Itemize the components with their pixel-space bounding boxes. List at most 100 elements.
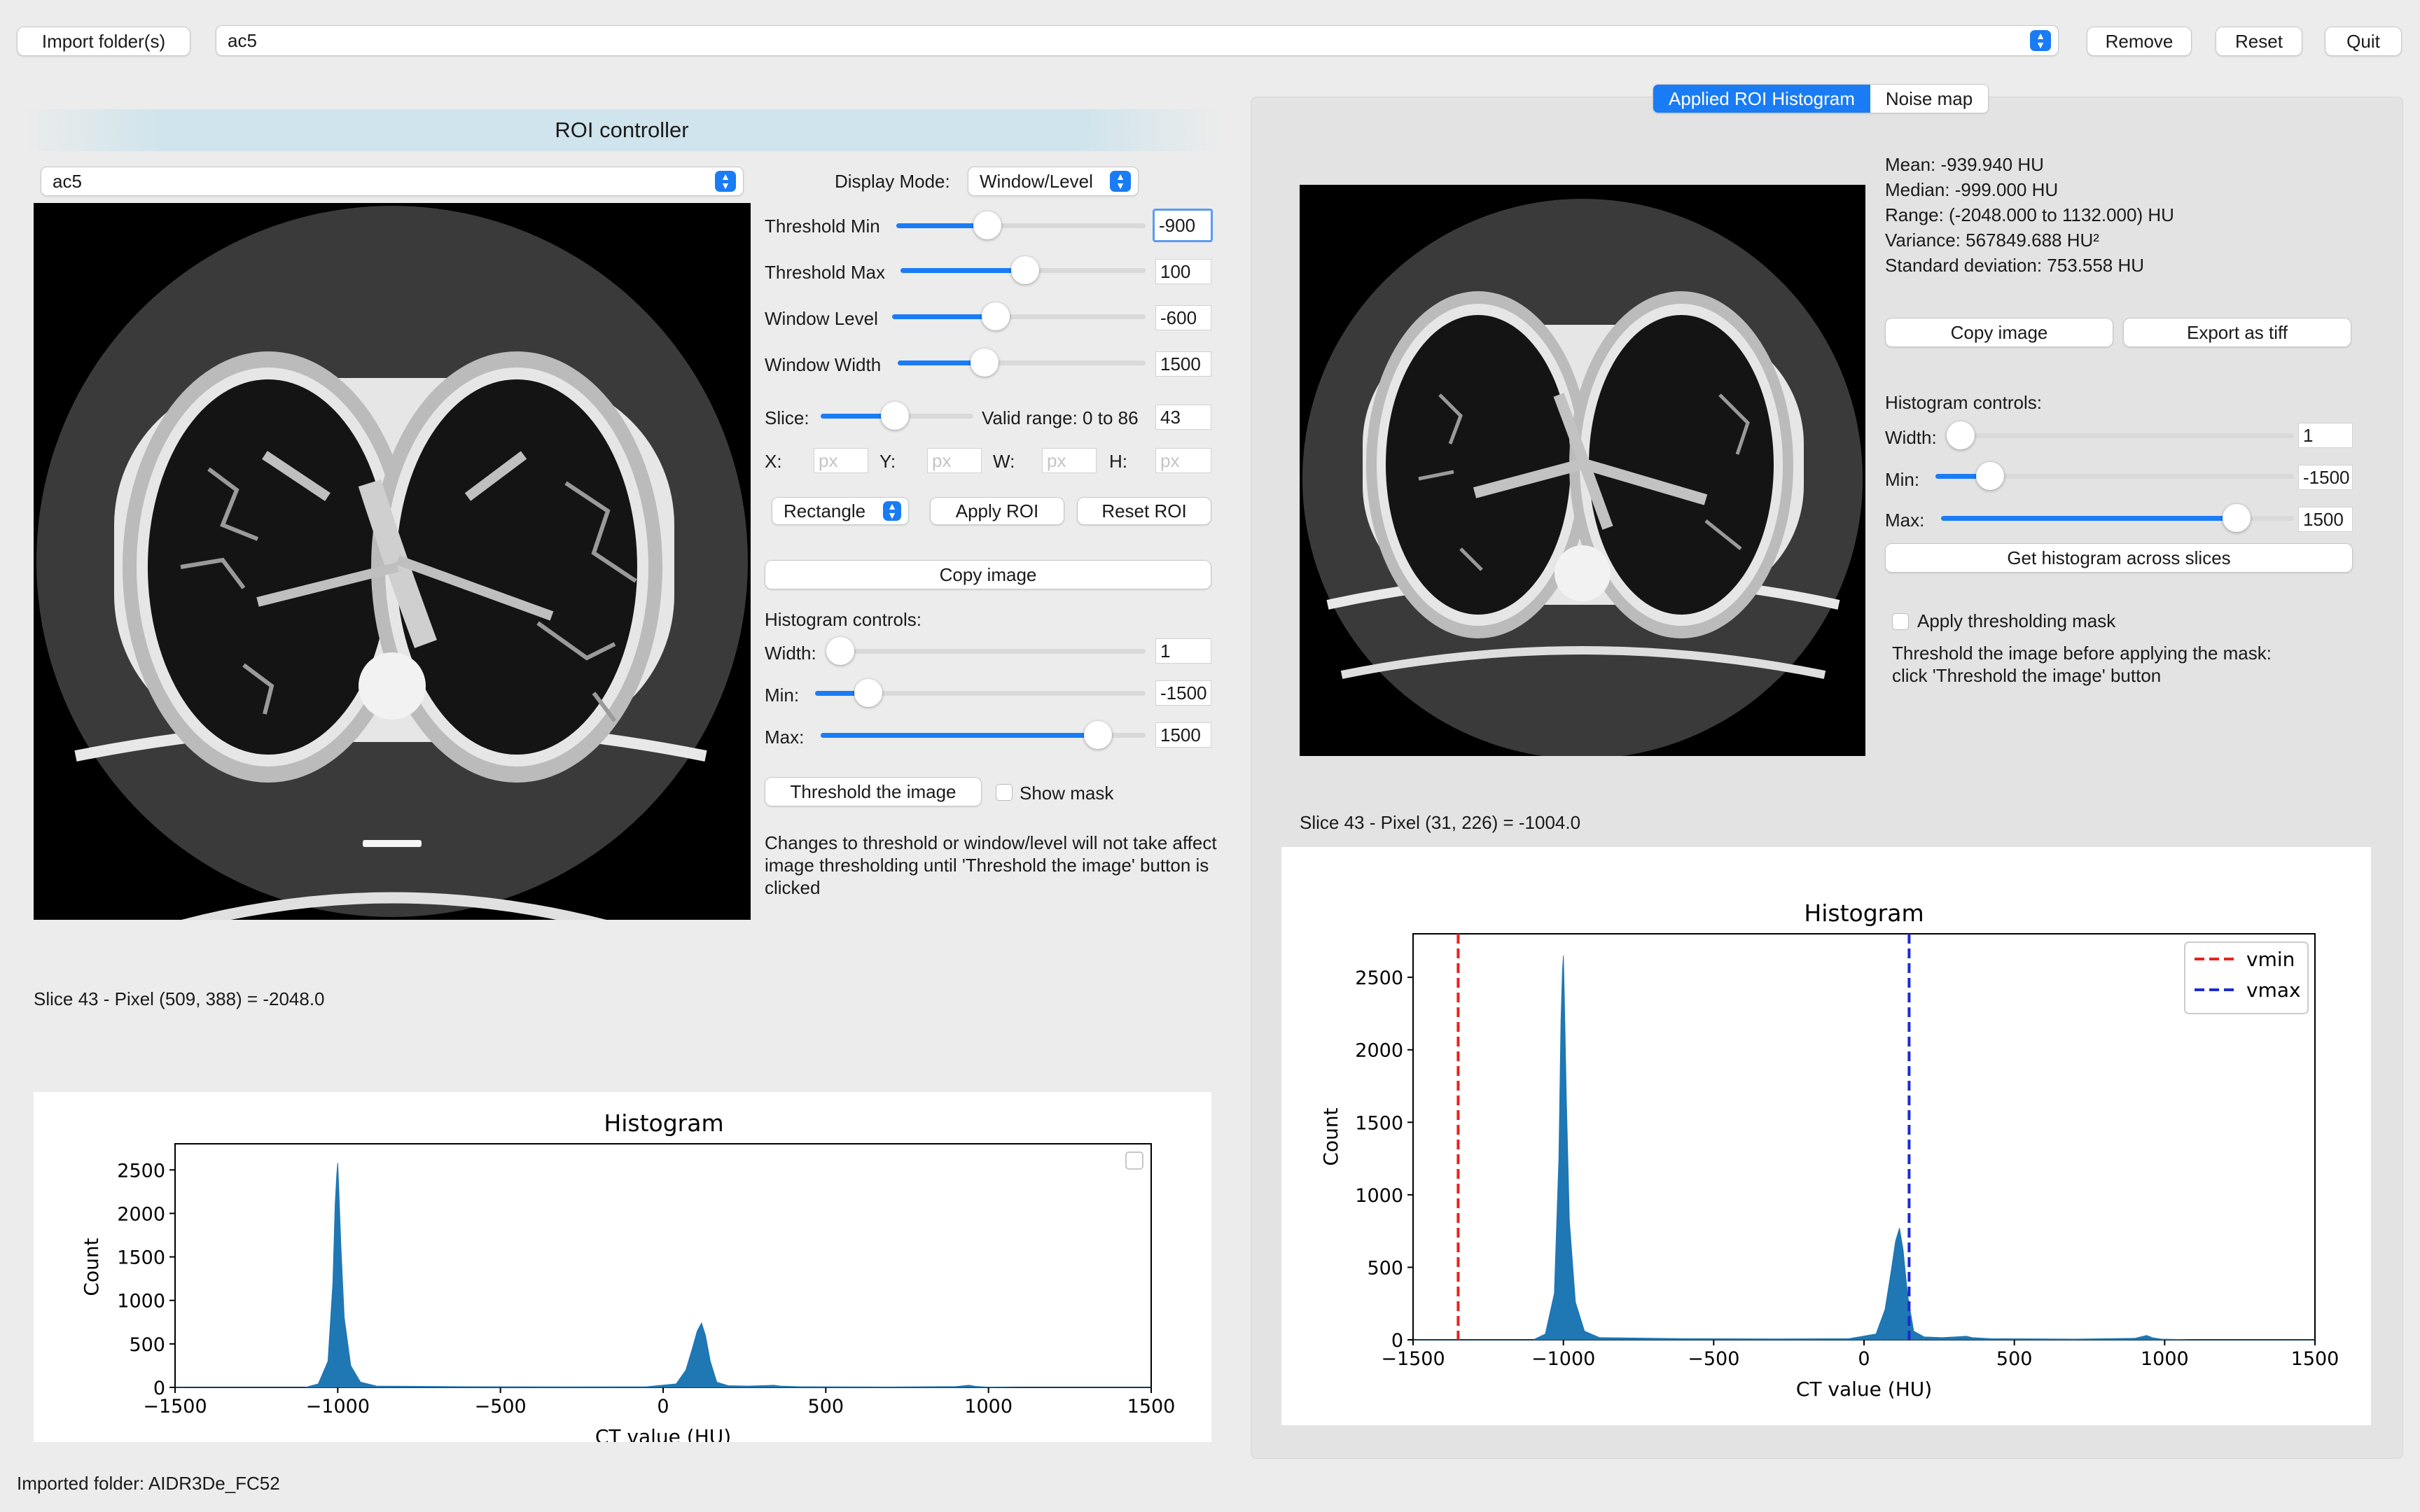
quit-button[interactable]: Quit bbox=[2325, 27, 2402, 56]
roi-h-label: H: bbox=[1109, 451, 1127, 472]
window-width-input[interactable]: 1500 bbox=[1155, 351, 1211, 377]
threshold-min-label: Threshold Min bbox=[765, 216, 880, 237]
threshold-image-button[interactable]: Threshold the image bbox=[765, 777, 982, 806]
reset-button[interactable]: Reset bbox=[2216, 27, 2302, 56]
left-hist-x-tick-label: 1000 bbox=[964, 1396, 1013, 1418]
right-copy-image-button[interactable]: Copy image bbox=[1885, 318, 2113, 347]
right-hist-y-tick-label: 1000 bbox=[1355, 1185, 1403, 1207]
results-tabs: Applied ROI Histogram Noise map bbox=[1653, 84, 1989, 113]
slice-label: Slice: bbox=[765, 407, 809, 428]
chevron-updown-icon: ▲ ▼ bbox=[1110, 171, 1131, 192]
display-mode-label: Display Mode: bbox=[835, 171, 950, 192]
hist-max-slider[interactable] bbox=[821, 721, 1146, 749]
right-hist-x-tick-label: −1500 bbox=[1381, 1348, 1445, 1370]
left-hist-ylabel: Count bbox=[80, 1238, 103, 1296]
left-hist-legend-box bbox=[1125, 1152, 1143, 1170]
right-hist-ylabel: Count bbox=[1319, 1107, 1342, 1166]
window-width-label: Window Width bbox=[765, 354, 882, 375]
roi-w-label: W: bbox=[993, 451, 1015, 472]
left-hist-y-tick-label: 1500 bbox=[117, 1247, 165, 1269]
right-hist-y-tick-label: 0 bbox=[1391, 1330, 1403, 1352]
export-tiff-button[interactable]: Export as tiff bbox=[2123, 318, 2351, 347]
apply-roi-button[interactable]: Apply ROI bbox=[930, 497, 1064, 525]
window-width-slider[interactable] bbox=[898, 349, 1146, 377]
slice-input[interactable]: 43 bbox=[1155, 405, 1211, 430]
right-histogram-plot: Histogram −1500 −1000 −500 0 500 1000 1500 0 50… bbox=[1281, 847, 2371, 1425]
histogram-across-slices-button[interactable]: Get histogram across slices bbox=[1885, 543, 2353, 573]
roi-dataset-select[interactable]: ac5 ▲ ▼ bbox=[41, 167, 744, 196]
right-hist-width-slider[interactable] bbox=[1947, 421, 2294, 449]
apply-mask-checkbox[interactable] bbox=[1892, 613, 1909, 630]
right-hist-width-label: Width: bbox=[1885, 427, 1937, 448]
show-mask-checkbox[interactable] bbox=[996, 784, 1013, 801]
right-histogram-chart: Histogram −1500 −1000 −500 0 500 1000 1500 0 50… bbox=[1319, 899, 2339, 1401]
right-hist-y-tick-label: 1500 bbox=[1355, 1112, 1403, 1134]
roi-title: ROI controller bbox=[555, 118, 689, 142]
left-hist-y-tick-label: 0 bbox=[153, 1378, 165, 1399]
hist-width-input[interactable]: 1 bbox=[1155, 638, 1211, 664]
right-hist-x-tick-label: −500 bbox=[1688, 1348, 1739, 1370]
valid-range-text: Valid range: 0 to 86 bbox=[982, 407, 1139, 428]
roi-dataset-value: ac5 bbox=[53, 170, 82, 192]
roi-h-input[interactable]: px bbox=[1155, 448, 1211, 473]
import-folders-button[interactable]: Import folder(s) bbox=[17, 27, 190, 56]
right-hist-histogram-area bbox=[1413, 955, 2315, 1340]
threshold-max-slider[interactable] bbox=[900, 256, 1146, 284]
left-hist-x-tick-label: 0 bbox=[657, 1396, 669, 1418]
threshold-min-input[interactable]: -900 bbox=[1153, 209, 1213, 242]
hist-min-label: Min: bbox=[765, 685, 800, 706]
dataset-select[interactable]: ac5 ▲ ▼ bbox=[216, 25, 2059, 56]
reset-roi-button[interactable]: Reset ROI bbox=[1077, 497, 1211, 525]
right-hist-xlabel: CT value (HU) bbox=[1796, 1378, 1932, 1401]
left-hist-x-tick-label: 1500 bbox=[1127, 1396, 1176, 1418]
right-hist-x-tick-label: −1000 bbox=[1531, 1348, 1595, 1370]
ct-image-viewer[interactable] bbox=[34, 203, 751, 920]
right-hist-max-input[interactable]: 1500 bbox=[2298, 507, 2353, 532]
threshold-max-label: Threshold Max bbox=[765, 262, 885, 283]
legend-vmin-label: vmin bbox=[2246, 948, 2295, 971]
left-hist-y-tick-label: 1000 bbox=[117, 1291, 165, 1312]
hist-width-label: Width: bbox=[765, 643, 816, 664]
right-hist-legend: vmin vmax bbox=[2184, 941, 2309, 1014]
chevron-updown-icon: ▲ ▼ bbox=[715, 171, 736, 192]
right-hist-width-input[interactable]: 1 bbox=[2298, 423, 2353, 448]
hist-min-input[interactable]: -1500 bbox=[1155, 680, 1211, 706]
roi-image-viewer[interactable] bbox=[1300, 185, 1865, 756]
hist-min-slider[interactable] bbox=[815, 679, 1146, 707]
right-hist-title: Histogram bbox=[1804, 899, 1924, 927]
tab-applied-roi-histogram[interactable]: Applied ROI Histogram bbox=[1653, 85, 1870, 113]
right-hist-x-tick-label: 1500 bbox=[2291, 1348, 2339, 1370]
roi-shape-select[interactable]: Rectangle ▲ ▼ bbox=[772, 497, 909, 525]
roi-slice-image bbox=[1302, 199, 1863, 756]
left-hist-x-tick-label: −500 bbox=[475, 1396, 527, 1418]
right-hist-min-slider[interactable] bbox=[1935, 462, 2294, 490]
right-hist-min-input[interactable]: -1500 bbox=[2298, 465, 2353, 490]
histogram-controls-label: Histogram controls: bbox=[765, 609, 922, 630]
hist-width-slider[interactable] bbox=[826, 637, 1146, 665]
right-hist-min-label: Min: bbox=[1885, 469, 1920, 490]
stat-std: Standard deviation: 753.558 HU bbox=[1885, 255, 2145, 276]
roi-x-input[interactable]: px bbox=[814, 448, 868, 473]
copy-image-button[interactable]: Copy image bbox=[765, 560, 1211, 589]
display-mode-select[interactable]: Window/Level ▲ ▼ bbox=[968, 167, 1139, 196]
remove-button[interactable]: Remove bbox=[2087, 27, 2192, 56]
stat-variance: Variance: 567849.688 HU² bbox=[1885, 230, 2099, 251]
roi-w-input[interactable]: px bbox=[1042, 448, 1097, 473]
right-histogram-controls-label: Histogram controls: bbox=[1885, 392, 2042, 413]
roi-x-label: X: bbox=[765, 451, 782, 472]
roi-y-input[interactable]: px bbox=[927, 448, 982, 473]
right-hist-y-tick-label: 2500 bbox=[1355, 967, 1403, 989]
status-bar-text: Imported folder: AIDR3De_FC52 bbox=[17, 1473, 280, 1494]
slice-slider[interactable] bbox=[821, 402, 973, 430]
window-level-slider[interactable] bbox=[892, 302, 1146, 330]
threshold-max-input[interactable]: 100 bbox=[1155, 259, 1211, 284]
stat-mean: Mean: -939.940 HU bbox=[1885, 154, 2044, 175]
mask-note-line2: click 'Threshold the image' button bbox=[1892, 665, 2162, 686]
threshold-min-slider[interactable] bbox=[896, 211, 1146, 239]
hist-max-input[interactable]: 1500 bbox=[1155, 722, 1211, 748]
right-hist-x-tick-label: 1000 bbox=[2141, 1348, 2189, 1370]
window-level-input[interactable]: -600 bbox=[1155, 305, 1211, 330]
left-hist-y-tick-label: 2500 bbox=[117, 1160, 165, 1182]
tab-noise-map[interactable]: Noise map bbox=[1870, 85, 1989, 113]
right-hist-max-slider[interactable] bbox=[1941, 504, 2294, 532]
